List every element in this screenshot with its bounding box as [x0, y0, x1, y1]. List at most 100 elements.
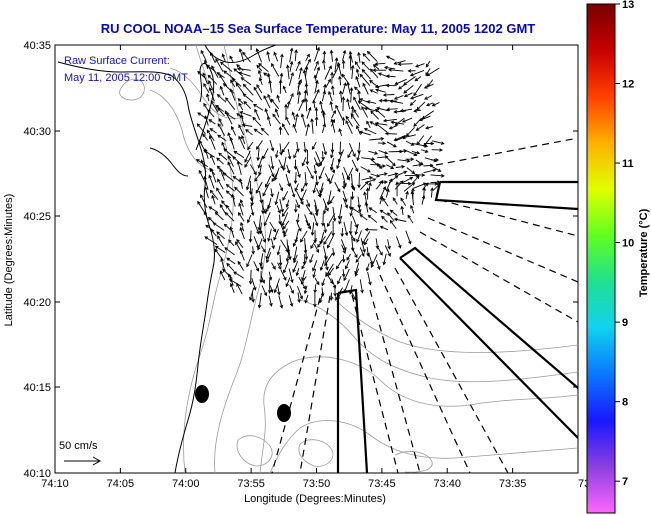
- current-vector: [203, 211, 209, 221]
- current-vector-head: [312, 274, 316, 279]
- current-vector: [261, 285, 267, 296]
- current-vector: [305, 83, 308, 96]
- current-vector-head: [332, 109, 336, 114]
- current-vector: [218, 152, 228, 161]
- current-vector-head: [398, 244, 402, 249]
- current-vector-head: [294, 187, 298, 192]
- current-vector-head: [263, 222, 268, 227]
- current-vector: [370, 110, 380, 120]
- current-vector-head: [355, 259, 360, 263]
- current-vector: [345, 260, 350, 269]
- current-vector-head: [216, 187, 220, 192]
- current-vector-head: [270, 98, 275, 103]
- current-vector-head: [205, 64, 210, 68]
- current-vector-head: [248, 238, 253, 243]
- current-vector-head: [253, 86, 257, 91]
- current-vector: [359, 98, 369, 103]
- current-vector-head: [197, 112, 202, 116]
- current-vector: [278, 183, 283, 191]
- current-vector: [410, 93, 424, 100]
- current-vector-head: [330, 85, 335, 90]
- current-vector: [323, 205, 327, 214]
- current-vector: [331, 86, 335, 96]
- current-vector: [355, 76, 361, 88]
- current-vector: [304, 90, 307, 102]
- current-vector: [375, 122, 388, 133]
- current-vector: [423, 164, 433, 167]
- current-vector-head: [208, 119, 213, 123]
- current-vector: [197, 123, 206, 135]
- current-vector: [353, 97, 361, 110]
- current-vector-head: [407, 214, 411, 219]
- bathy-contour-9: [236, 435, 273, 467]
- current-vector-head: [348, 50, 353, 55]
- current-vector-head: [200, 194, 204, 198]
- current-vector-head: [254, 108, 258, 113]
- current-vector-head: [374, 84, 379, 89]
- current-vector-head: [382, 186, 387, 190]
- current-vector-head: [322, 59, 326, 64]
- current-vector: [367, 51, 378, 62]
- current-vector-head: [425, 125, 430, 130]
- current-vector-head: [359, 98, 364, 102]
- current-vector: [250, 164, 257, 175]
- current-vector: [242, 52, 251, 63]
- current-vector: [430, 188, 433, 198]
- current-vector-head: [203, 149, 208, 154]
- current-vector-head: [383, 65, 388, 70]
- current-vector: [206, 93, 210, 102]
- current-vector: [215, 58, 224, 72]
- current-vector: [295, 172, 297, 184]
- current-vector: [197, 201, 206, 214]
- current-vector: [414, 109, 422, 112]
- current-vector: [368, 214, 378, 223]
- current-vector-head: [274, 154, 279, 159]
- current-vector: [369, 138, 384, 141]
- current-vector-head: [204, 236, 209, 240]
- current-vector-head: [246, 219, 251, 224]
- current-vector: [345, 116, 353, 127]
- current-vector-head: [297, 174, 301, 179]
- current-vector: [222, 269, 233, 279]
- current-vector: [394, 180, 404, 190]
- current-vector-head: [237, 98, 242, 102]
- current-vector: [304, 294, 309, 303]
- current-vector-head: [312, 189, 317, 194]
- current-vector: [324, 255, 328, 270]
- current-vector-head: [226, 257, 231, 262]
- current-vector: [239, 111, 252, 117]
- current-vector: [303, 70, 308, 85]
- current-vector-head: [332, 218, 337, 222]
- colorbar-label: Temperature (°C): [638, 208, 650, 297]
- current-vector-head: [256, 84, 260, 88]
- current-vector-head: [239, 249, 244, 254]
- current-vector: [306, 107, 311, 119]
- lat-tick-label: 40:30: [23, 126, 51, 138]
- current-vector: [330, 101, 333, 111]
- current-vector-head: [418, 163, 423, 167]
- current-vector: [351, 159, 359, 172]
- current-vector-head: [350, 64, 355, 69]
- current-vector-head: [342, 49, 347, 54]
- current-vector-head: [392, 162, 396, 167]
- current-vector-head: [401, 119, 406, 123]
- current-vector: [268, 295, 272, 307]
- current-vector-head: [283, 233, 287, 238]
- current-vector-head: [282, 269, 287, 274]
- current-vector-head: [293, 180, 298, 185]
- current-vector-head: [424, 96, 428, 100]
- current-vector: [243, 83, 254, 96]
- lon-tick-label: 74:10: [41, 478, 69, 490]
- current-vector-head: [362, 82, 366, 87]
- current-vector-head: [314, 106, 319, 111]
- current-vector-head: [276, 94, 280, 99]
- current-vector-head: [257, 226, 262, 231]
- current-vector: [214, 249, 224, 261]
- current-vector: [381, 215, 388, 223]
- current-vector: [208, 217, 215, 224]
- current-vector-head: [219, 85, 224, 90]
- current-vector-head: [314, 162, 319, 167]
- current-vector: [351, 247, 358, 258]
- current-vector-head: [421, 194, 426, 199]
- current-vector-head: [302, 69, 307, 74]
